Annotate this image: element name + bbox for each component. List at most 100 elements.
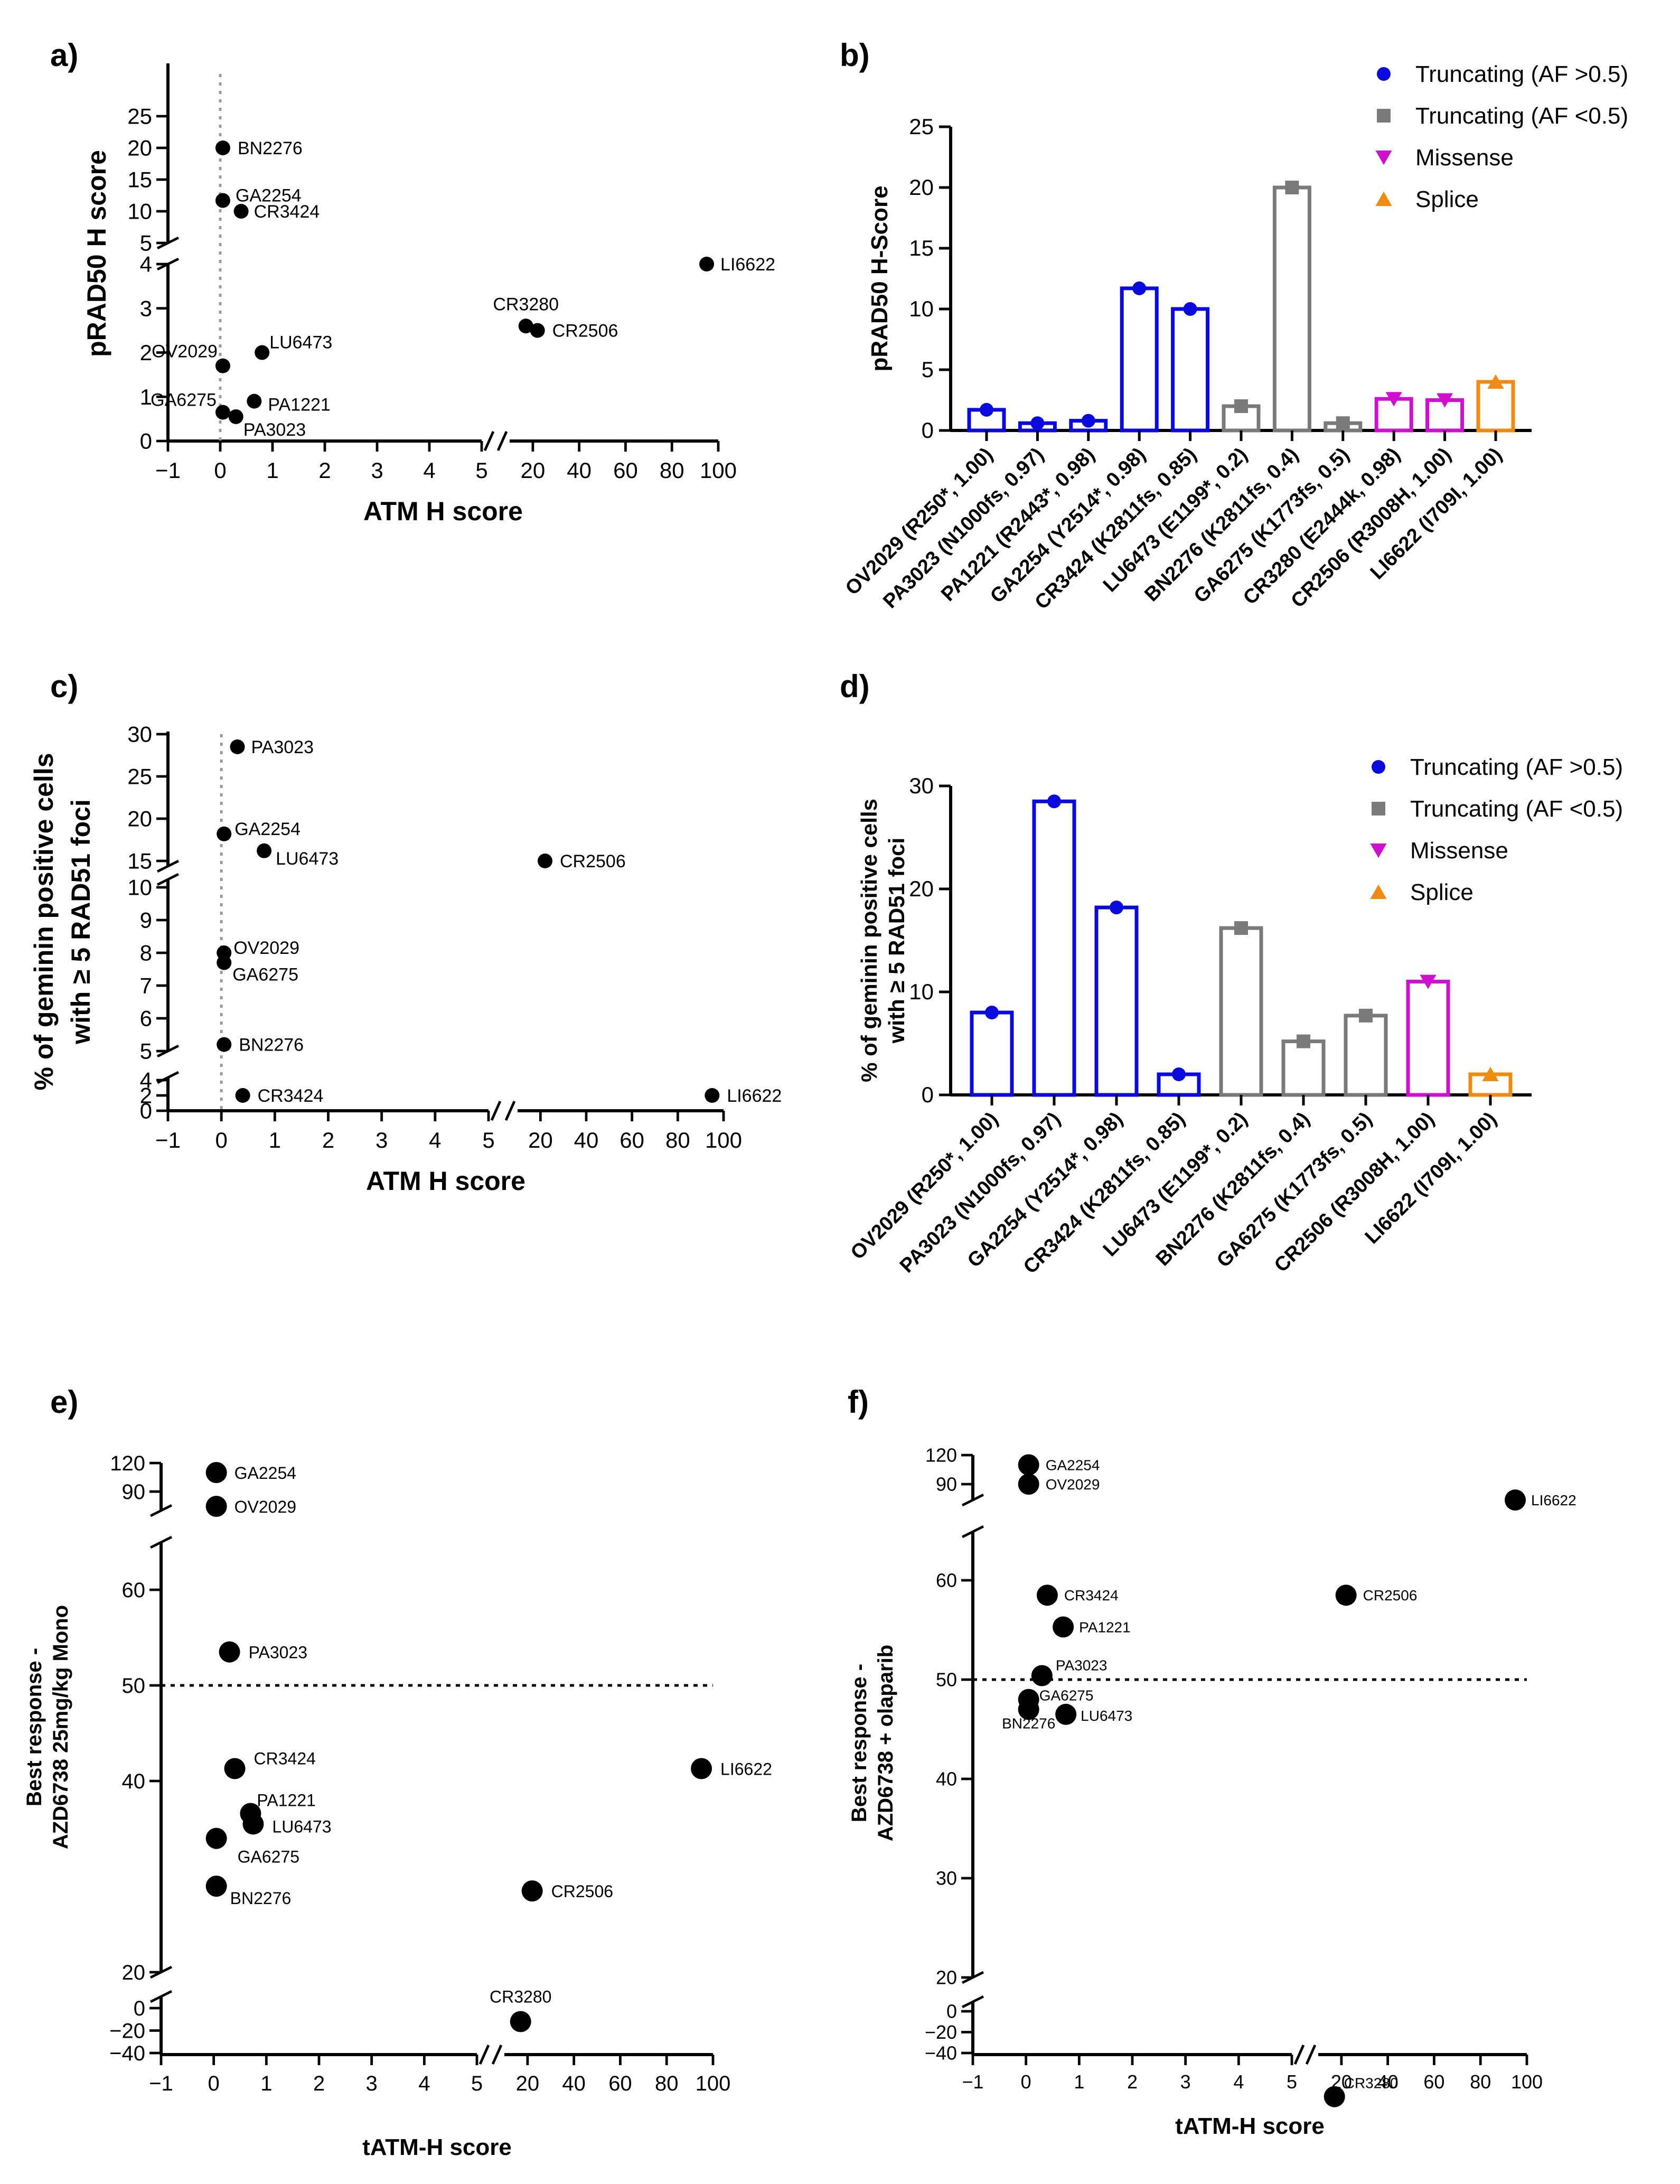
x-tick-label: 2 (322, 1128, 334, 1152)
x-tick-label: −1 (155, 458, 181, 483)
x-tick-label: 100 (696, 2072, 731, 2095)
data-point-cr2506 (1335, 1585, 1357, 1606)
y-tick-label: 20 (909, 876, 934, 901)
data-points: GA2254 OV2029 PA3023 CR3424 PA1221 LU6473 GA62… (205, 1462, 772, 2032)
x-tick-label: 1 (1074, 2071, 1084, 2093)
x-axis: −1 0 1 2 3 4 5 20 40 60 80 100 ATM H score (155, 431, 737, 526)
bar-marker (1172, 1067, 1186, 1081)
x-axis-title: tATM-H score (362, 2134, 512, 2160)
y-tick-label: 10 (909, 979, 934, 1004)
y-tick-label: 0 (140, 429, 152, 454)
y-tick-label: 10 (127, 875, 152, 900)
x-axis-title: ATM H score (363, 496, 523, 526)
bar-cr3424 (1171, 307, 1210, 433)
y-tick-label: 15 (127, 849, 152, 874)
y-axis-title: pRAD50 H score (82, 150, 111, 357)
bar-marker (1132, 281, 1147, 295)
x-tick-label: 60 (613, 458, 638, 483)
legend-marker (1375, 151, 1392, 165)
y-tick-label: 120 (925, 1445, 957, 1466)
x-tick-label: 4 (418, 2072, 430, 2095)
legend-label: Missense (1415, 145, 1514, 171)
data-label: GA6275 (232, 965, 298, 985)
x-tick-label: 2 (1127, 2071, 1138, 2093)
data-point-ga6275 (205, 1827, 227, 1849)
y-tick-label: 25 (127, 104, 152, 129)
y-tick-label: 90 (122, 1480, 146, 1504)
data-label: GA2254 (1046, 1457, 1100, 1473)
legend-label: Splice (1410, 879, 1473, 905)
y-axis-break-mark (156, 236, 180, 250)
y-tick-label: 60 (936, 1570, 957, 1591)
data-label: GA6275 (1039, 1688, 1094, 1704)
x-tick-label: −1 (149, 2072, 173, 2095)
x-tick-label: 3 (371, 458, 383, 483)
y-tick-label: 60 (122, 1579, 146, 1602)
x-tick-label: 20 (521, 458, 546, 483)
data-point-ga2254 (1018, 1454, 1039, 1476)
data-label: CR3280 (490, 1988, 551, 2007)
x-axis-break-mark (478, 2045, 490, 2065)
x-tick-label: 40 (562, 2072, 586, 2095)
data-label: LU6473 (1081, 1708, 1132, 1724)
bar-ga6275 (1344, 1014, 1388, 1097)
y-axis-break-mark (156, 1044, 180, 1058)
x-tick-label: 1 (260, 2072, 272, 2095)
data-point-li6622 (705, 1088, 720, 1103)
data-label: CR3424 (254, 1749, 316, 1768)
x-axis: −1 0 1 2 3 4 5 20 40 60 80 100 tATM-H score (149, 2045, 730, 2160)
bars (967, 181, 1515, 433)
bar-marker (1030, 416, 1045, 430)
y-tick-label: 10 (909, 296, 934, 321)
y-axis-title: AZD6738 25mg/kg Mono (49, 1605, 72, 1849)
panel-label-a: a) (50, 38, 78, 73)
data-label: LI6622 (720, 1759, 772, 1778)
bar-marker (1420, 974, 1437, 989)
legend-marker (1377, 67, 1391, 81)
y-axis: 0−20−40 20 40 50 60 90 120 (109, 1452, 173, 2065)
y-tick-label: 50 (122, 1674, 146, 1698)
y-tick-label: 20 (127, 136, 152, 161)
data-label: GA6275 (238, 1848, 299, 1867)
y-tick-label: 25 (127, 764, 152, 789)
data-label: PA3023 (249, 1643, 307, 1662)
y-tick-label: 40 (122, 1770, 146, 1793)
x-axis-title: tATM-H score (1175, 2113, 1325, 2139)
data-label: PA1221 (268, 395, 330, 415)
bar-marker (1110, 901, 1123, 915)
bar-marker (980, 402, 993, 417)
data-label: CR3280 (493, 294, 559, 314)
x-tick-label: 0 (1021, 2071, 1031, 2093)
data-point-ga2254 (215, 193, 230, 208)
x-tick-label: 80 (660, 458, 684, 483)
y-axis: 0 1 2 3 45 10 15 20 25 (127, 63, 180, 454)
data-point-cr3424 (235, 1088, 250, 1103)
y-tick-label: 25 (909, 114, 934, 139)
y-tick-label: 7 (140, 973, 152, 998)
x-tick-label: −1 (962, 2071, 983, 2093)
x-axis-break-mark (491, 2045, 503, 2065)
x-tick-label: 4 (1233, 2071, 1244, 2093)
data-point-li6622 (699, 257, 715, 271)
y-tick-label: 3 (140, 296, 152, 321)
panel-label-d: d) (840, 669, 870, 704)
data-label: GA6275 (151, 390, 217, 410)
bar-marker (1297, 1034, 1310, 1048)
data-label: CR3424 (1064, 1587, 1119, 1604)
y-tick-label: 0 (922, 418, 934, 443)
x-tick-label: 60 (1423, 2071, 1444, 2093)
bar-ga2254 (1120, 286, 1159, 433)
y-axis-title: AZD6738 + olaparib (874, 1645, 897, 1841)
data-point-cr2506 (530, 323, 545, 338)
y-axis-break-mark (149, 1504, 173, 1517)
data-label: BN2276 (230, 1889, 292, 1908)
data-point-ov2029 (205, 1496, 227, 1517)
data-label: PA3023 (1056, 1657, 1108, 1673)
data-point-li6622 (691, 1758, 712, 1779)
y-tick-label: 0 (946, 2001, 957, 2022)
data-label: CR3424 (258, 1086, 324, 1106)
x-tick-label: 0 (208, 2072, 220, 2095)
x-tick-label: 40 (574, 1128, 599, 1152)
y-tick-label: 40 (936, 1768, 957, 1790)
panel-label-e: e) (50, 1384, 78, 1420)
